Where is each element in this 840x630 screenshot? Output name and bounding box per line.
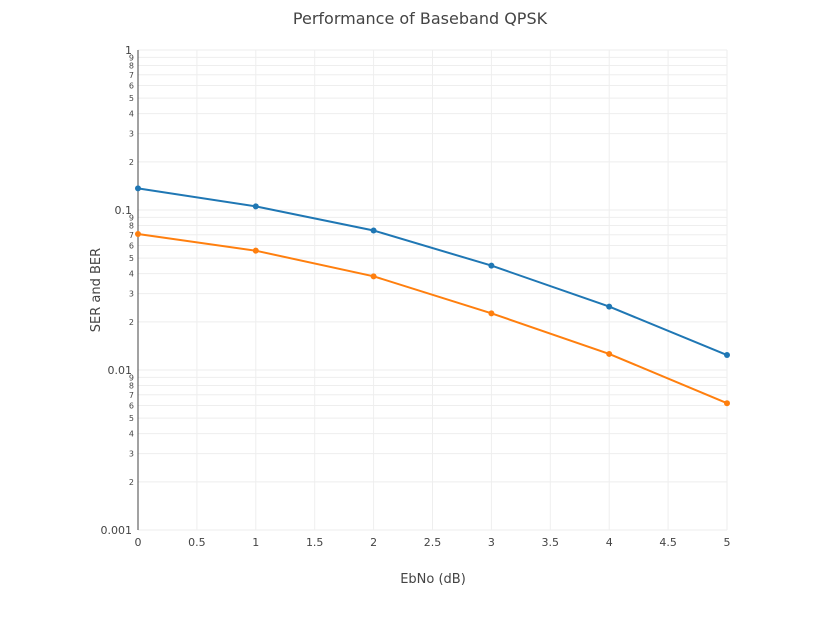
y-minor-tick-label: 7 [129,391,134,400]
y-minor-tick-label: 6 [129,241,134,250]
y-minor-tick-label: 9 [129,213,134,222]
data-point[interactable] [724,400,730,407]
data-point[interactable] [135,185,141,192]
y-minor-tick-label: 6 [129,401,134,410]
data-point[interactable] [252,203,259,210]
data-point[interactable] [370,227,377,234]
x-tick-label: 0.5 [188,536,206,549]
y-minor-tick-label: 8 [129,62,134,71]
y-minor-tick-label: 2 [129,158,134,167]
x-tick-label: 4 [606,536,613,549]
x-tick-label: 4.5 [659,536,677,549]
y-tick-label: 0.001 [101,524,133,537]
y-minor-tick-label: 2 [129,478,134,487]
x-axis-title: EbNo (dB) [400,572,466,587]
grid [138,49,728,531]
x-tick-label: 2 [370,536,377,549]
data-point[interactable] [252,247,259,254]
x-tick-label: 2.5 [424,536,442,549]
y-minor-tick-label: 9 [129,373,134,382]
x-axis-ticks: 0 0.5 1 1.5 2 2.5 3 3.5 4 4.5 5 [135,536,731,549]
y-minor-tick-label: 6 [129,81,134,90]
x-tick-label: 1.5 [306,536,324,549]
y-minor-tick-label: 8 [129,222,134,231]
y-tick-label: 0.01 [108,364,133,377]
y-minor-tick-label: 3 [129,290,134,299]
y-minor-tick-label: 9 [129,53,134,62]
data-point[interactable] [370,273,377,280]
data-point[interactable] [606,350,613,357]
x-tick-label: 3.5 [542,536,560,549]
y-minor-tick-label: 7 [129,231,134,240]
x-tick-label: 3 [488,536,495,549]
y-minor-tick-label: 7 [129,71,134,80]
x-tick-label: 1 [252,536,259,549]
x-tick-label: 5 [724,536,731,549]
y-minor-tick-label: 3 [129,450,134,459]
y-minor-tick-label: 5 [129,414,134,423]
y-minor-tick-label: 4 [129,430,134,439]
y-minor-tick-label: 4 [129,110,134,119]
chart-title: Performance of Baseband QPSK [293,9,548,28]
data-point[interactable] [488,310,495,317]
series-layer [135,185,730,407]
y-minor-tick-label: 4 [129,270,134,279]
y-tick-label: 1 [125,44,132,57]
y-tick-label: 0.1 [115,204,133,217]
series-line-2 [137,233,728,405]
y-minor-tick-label: 3 [129,130,134,139]
data-point[interactable] [135,230,141,237]
y-minor-tick-label: 5 [129,94,134,103]
data-point[interactable] [606,303,613,310]
y-minor-tick-label: 2 [129,318,134,327]
y-minor-tick-label: 5 [129,254,134,263]
y-axis-title: SER and BER [89,248,104,332]
data-point[interactable] [488,262,495,269]
data-point[interactable] [724,352,730,359]
series-line-1 [137,187,728,357]
x-tick-label: 0 [135,536,142,549]
y-minor-tick-label: 8 [129,382,134,391]
